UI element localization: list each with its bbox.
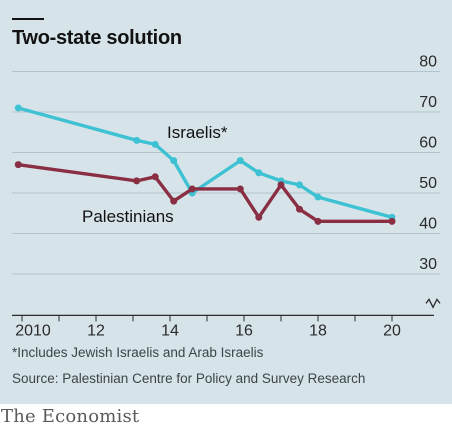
y-tick-label: 80: [419, 54, 437, 71]
line-chart: 30 40 50 60 70 80 2010 12 14 16 18 20 Israelis* Pal…: [12, 54, 441, 339]
series-labels: Israelis* Palestinians: [82, 123, 228, 226]
y-axis-break-icon: [425, 298, 441, 309]
data-point: [170, 157, 178, 165]
data-point: [314, 193, 322, 201]
data-point: [133, 136, 141, 144]
y-tick-label: 60: [419, 135, 437, 152]
series-label-israelis: Israelis*: [167, 123, 228, 142]
data-point: [151, 173, 159, 181]
title-accent-rule: [12, 18, 44, 20]
data-point: [151, 140, 159, 148]
series-lines: [14, 104, 396, 225]
x-tick-label: 2010: [15, 322, 51, 339]
data-point: [296, 205, 303, 213]
data-point: [170, 197, 178, 205]
series-label-palestinians: Palestinians: [82, 207, 174, 226]
data-point: [188, 185, 196, 193]
x-tick-label: 20: [383, 322, 401, 339]
data-point: [255, 169, 263, 177]
axis-break-mark: [425, 298, 441, 309]
chart-footnote: *Includes Jewish Israelis and Arab Israe…: [12, 345, 264, 360]
data-point: [277, 181, 285, 189]
data-point: [388, 217, 396, 225]
data-point: [255, 213, 263, 221]
y-tick-label: 40: [419, 216, 437, 233]
data-point: [236, 157, 244, 165]
chart-title: Two-state solution: [12, 27, 182, 49]
data-point: [314, 217, 322, 225]
y-tick-label: 70: [419, 94, 437, 111]
chart-source: Source: Palestinian Centre for Policy an…: [12, 371, 366, 386]
data-point: [296, 181, 303, 189]
x-axis: 2010 12 14 16 18 20: [12, 314, 434, 339]
data-point: [14, 104, 22, 112]
x-tick-label: 18: [309, 322, 327, 339]
gridlines: [12, 71, 440, 275]
x-tick-label: 16: [235, 322, 253, 339]
y-tick-label: 30: [419, 256, 437, 273]
y-axis-tick-labels: 30 40 50 60 70 80: [419, 54, 437, 274]
data-point: [236, 185, 244, 193]
x-tick-label: 12: [87, 322, 105, 339]
y-tick-label: 50: [419, 175, 437, 192]
x-tick-label: 14: [161, 322, 179, 339]
data-point: [14, 161, 22, 169]
chart-panel: [0, 0, 452, 404]
brand-logo: The Economist: [1, 406, 140, 427]
data-point: [133, 177, 141, 185]
